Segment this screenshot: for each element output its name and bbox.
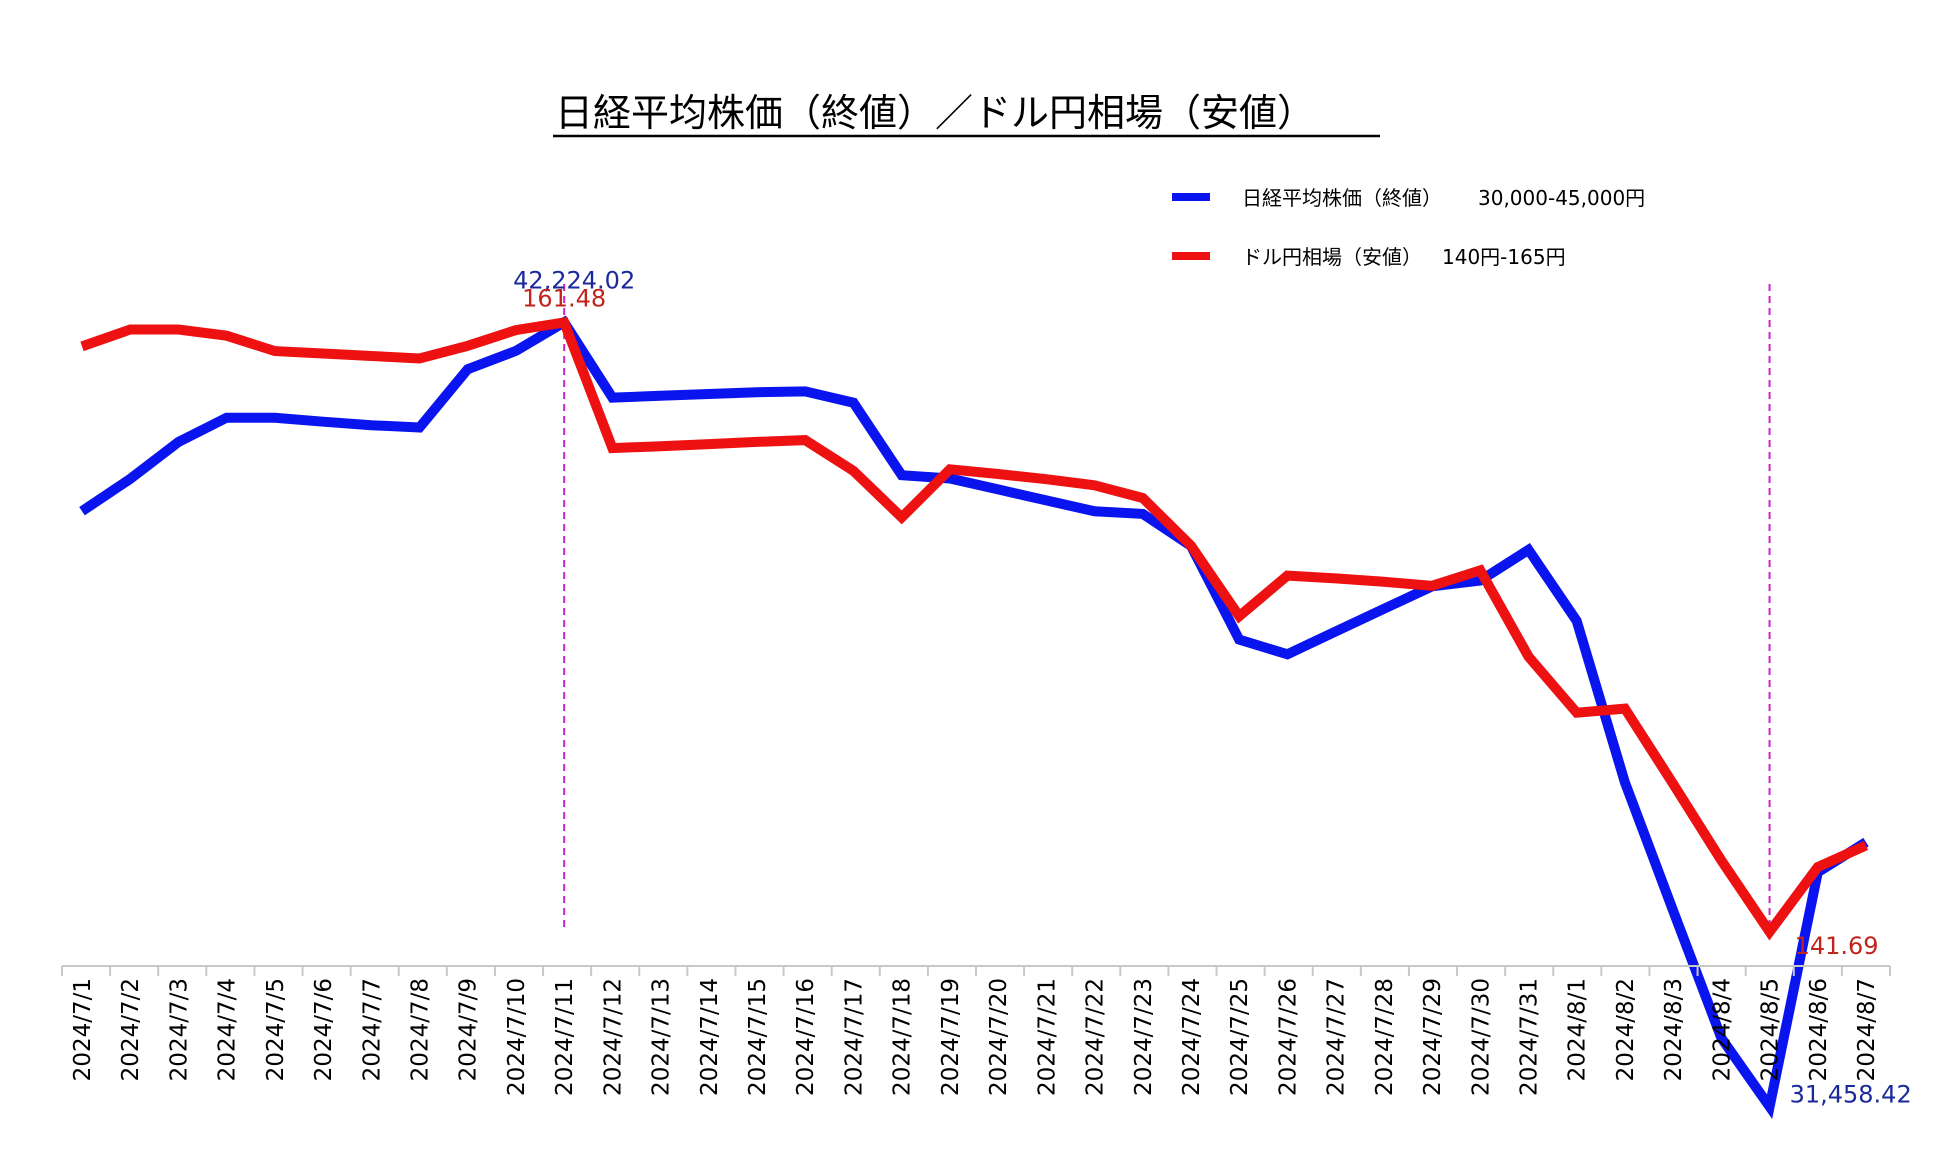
x-tick-label: 2024/7/12 [600,978,626,1096]
x-tick-label: 2024/7/10 [504,978,530,1096]
x-tick-label: 2024/7/20 [986,978,1012,1096]
x-tick-label: 2024/7/25 [1227,978,1253,1096]
x-tick-label: 2024/7/16 [793,978,819,1096]
data-label-usdjpy-2024-8-5: 141.69 [1795,932,1879,960]
x-tick-label: 2024/7/4 [215,978,241,1081]
series-line-nikkei [79,315,1869,1120]
x-tick-label: 2024/7/26 [1275,978,1301,1096]
x-tick-label: 2024/7/19 [938,978,964,1096]
x-tick-label: 2024/8/4 [1709,978,1735,1081]
x-tick-label: 2024/7/3 [166,978,192,1081]
x-tick-label: 2024/7/23 [1131,978,1157,1096]
x-tick-label: 2024/8/1 [1565,978,1591,1081]
x-tick-label: 2024/7/30 [1468,978,1494,1096]
x-tick-label: 2024/7/21 [1034,978,1060,1096]
series-line-usdjpy [80,316,1869,941]
x-tick-label: 2024/7/18 [890,978,916,1096]
x-tick-label: 2024/8/5 [1758,978,1784,1081]
x-tick-label: 2024/7/9 [456,978,482,1081]
x-tick-label: 2024/7/6 [311,978,337,1081]
x-tick-label: 2024/7/17 [841,978,867,1096]
x-tick-label: 2024/7/31 [1516,978,1542,1096]
x-tick-label: 2024/7/8 [408,978,434,1081]
x-tick-label: 2024/7/11 [552,978,578,1096]
legend-label-nikkei: 日経平均株価（終値） [1242,186,1442,210]
x-tick-label: 2024/7/2 [118,978,144,1081]
x-tick-label: 2024/7/1 [70,978,96,1081]
x-tick-label: 2024/7/24 [1179,978,1205,1096]
chart-title: 日経平均株価（終値）／ドル円相場（安値） [555,91,1315,135]
x-tick-label: 2024/7/22 [1083,978,1109,1096]
x-tick-label: 2024/7/7 [359,978,385,1081]
x-tick-label: 2024/7/29 [1420,978,1446,1096]
x-tick-label: 2024/7/27 [1324,978,1350,1096]
x-tick-label: 2024/8/3 [1661,978,1687,1081]
x-tick-label: 2024/8/2 [1613,978,1639,1081]
x-tick-label: 2024/7/14 [697,978,723,1096]
data-label-usdjpy-2024-7-11: 161.48 [522,284,606,312]
data-label-nikkei-2024-7-11: 42,224.02 [513,266,635,294]
legend-label-usdjpy: ドル円相場（安値） [1242,245,1422,269]
legend-range-nikkei: 30,000-45,000円 [1478,186,1645,210]
legend: 日経平均株価（終値） 30,000-45,000円 ドル円相場（安値） 140円… [1172,186,1645,269]
x-axis: 2024/7/1 2024/7/2 2024/7/3 2024/7/4 2024/7/5… [61,965,1891,1096]
x-tick-label: 2024/7/28 [1372,978,1398,1096]
x-tick-label: 2024/7/13 [649,978,675,1096]
legend-range-usdjpy: 140円-165円 [1442,245,1566,269]
data-label-nikkei-2024-8-5: 31,458.42 [1790,1081,1912,1109]
x-tick-label: 2024/7/15 [745,978,771,1096]
x-tick-label: 2024/8/7 [1854,978,1880,1081]
x-tick-label: 2024/8/6 [1806,978,1832,1081]
x-tick-label: 2024/7/5 [263,978,289,1081]
